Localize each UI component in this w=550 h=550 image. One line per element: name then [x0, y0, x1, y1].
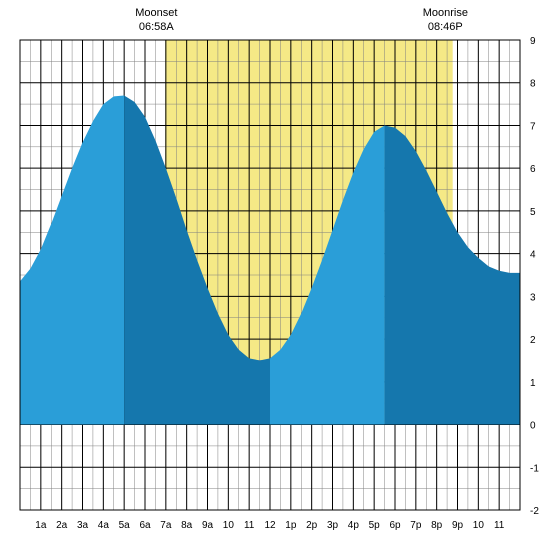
svg-text:-2: -2 [530, 506, 539, 517]
moonset-label: Moonset [135, 6, 177, 20]
svg-text:6p: 6p [389, 520, 401, 531]
svg-text:2a: 2a [56, 520, 68, 531]
chart-svg: 1a2a3a4a5a6a7a8a9a1011121p2p3p4p5p6p7p8p… [0, 0, 550, 550]
moonrise-annotation: Moonrise 08:46P [423, 6, 468, 35]
svg-text:11: 11 [494, 520, 505, 531]
svg-text:4p: 4p [348, 520, 360, 531]
svg-text:10: 10 [473, 520, 485, 531]
svg-text:5: 5 [530, 207, 536, 218]
svg-text:8: 8 [530, 79, 536, 90]
svg-text:12: 12 [264, 520, 276, 531]
svg-text:8a: 8a [181, 520, 193, 531]
svg-text:11: 11 [244, 520, 255, 531]
svg-text:4a: 4a [98, 520, 110, 531]
svg-text:3a: 3a [77, 520, 89, 531]
svg-text:1: 1 [530, 378, 536, 389]
svg-text:4: 4 [530, 250, 536, 261]
svg-text:7p: 7p [410, 520, 422, 531]
svg-text:9: 9 [530, 36, 536, 47]
svg-text:5p: 5p [369, 520, 381, 531]
moonset-time: 06:58A [135, 20, 177, 34]
moonrise-time: 08:46P [423, 20, 468, 34]
svg-text:8p: 8p [431, 520, 443, 531]
svg-text:7: 7 [530, 121, 536, 132]
svg-text:7a: 7a [160, 520, 172, 531]
svg-text:9a: 9a [202, 520, 214, 531]
svg-text:10: 10 [223, 520, 235, 531]
svg-text:5a: 5a [119, 520, 131, 531]
svg-text:1a: 1a [35, 520, 47, 531]
svg-text:3: 3 [530, 292, 536, 303]
svg-text:2p: 2p [306, 520, 318, 531]
svg-text:-1: -1 [530, 463, 539, 474]
svg-text:0: 0 [530, 421, 536, 432]
svg-text:6a: 6a [139, 520, 151, 531]
svg-text:9p: 9p [452, 520, 464, 531]
moonset-annotation: Moonset 06:58A [135, 6, 177, 35]
svg-text:1p: 1p [285, 520, 297, 531]
svg-text:3p: 3p [327, 520, 339, 531]
svg-text:6: 6 [530, 164, 536, 175]
svg-text:2: 2 [530, 335, 536, 346]
moonrise-label: Moonrise [423, 6, 468, 20]
tide-chart: 1a2a3a4a5a6a7a8a9a1011121p2p3p4p5p6p7p8p… [0, 0, 550, 550]
